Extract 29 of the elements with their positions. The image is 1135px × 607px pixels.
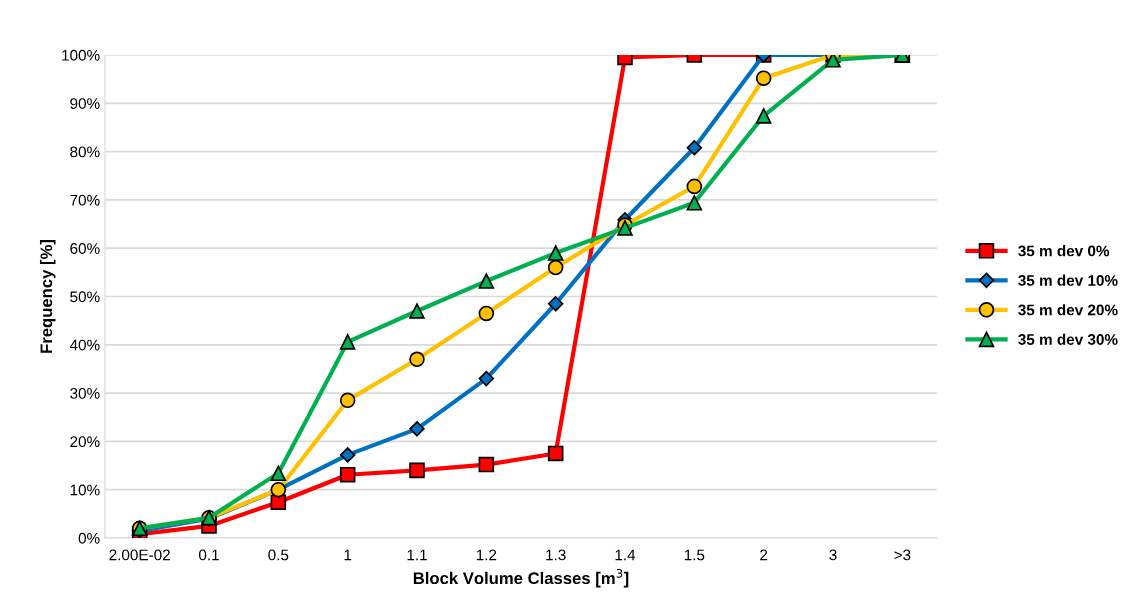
x-axis-title: Block Volume Classes [m$^{3}$] [413, 568, 629, 588]
x-tick-label: 1 [344, 549, 352, 561]
y-tick-label: 80% [70, 146, 100, 158]
y-tick-label: 40% [69, 339, 100, 351]
x-tick-label: 1.5 [684, 549, 705, 561]
x-tick-label: >3 [894, 549, 911, 561]
y-tick-label: 100% [62, 49, 100, 61]
y-tick-label: 10% [70, 484, 100, 496]
y-tick-label: 20% [70, 436, 100, 448]
y-tick-label: 70% [70, 194, 100, 206]
y-axis-title: Frequency [%] [39, 240, 56, 353]
legend-label: 35 m dev 10% [1018, 274, 1118, 286]
y-tick-label: 0% [78, 532, 100, 544]
x-tick-label: 1.1 [407, 549, 427, 561]
legend-label: 35 m dev 20% [1018, 304, 1118, 316]
x-tick-label: 2 [760, 549, 768, 561]
legend-label: 35 m dev 0% [1018, 245, 1110, 257]
y-tick-label: 30% [70, 387, 100, 399]
x-tick-label: 0.5 [268, 549, 289, 561]
x-tick-label: 2.00E-02 [109, 549, 170, 561]
y-tick-label: 50% [70, 291, 100, 303]
y-tick-label: 90% [70, 98, 100, 109]
legend-label: 35 m dev 30% [1018, 333, 1118, 345]
x-tick-label: 3 [829, 549, 837, 561]
x-tick-label: 1.2 [476, 549, 497, 561]
x-tick-label: 1.3 [546, 549, 566, 561]
x-tick-label: 0.1 [198, 549, 219, 561]
x-tick-label: 1.4 [615, 549, 636, 561]
y-tick-label: 60% [70, 243, 100, 254]
